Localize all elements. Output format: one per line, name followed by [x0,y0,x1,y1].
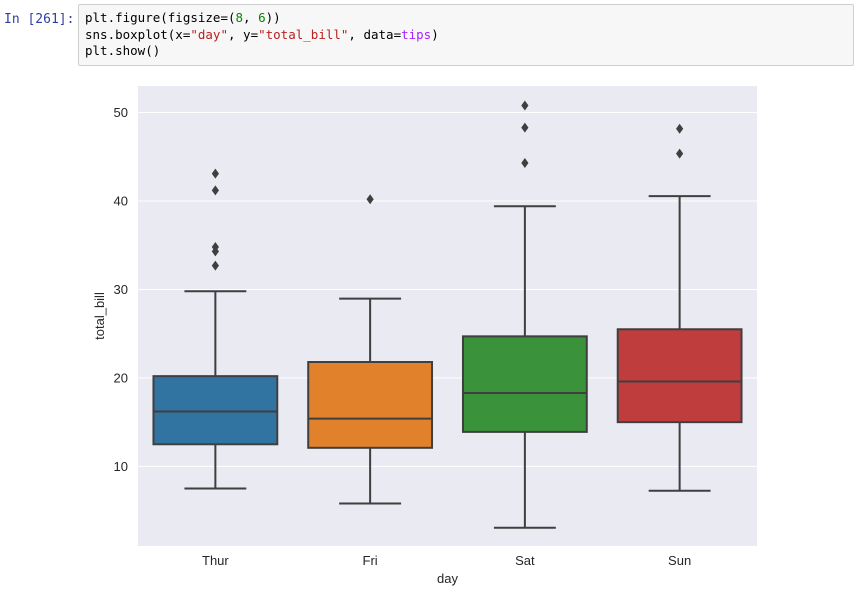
outlier-point [676,148,684,159]
code-line: plt.figure(figsize=(8, 6)) [85,10,281,25]
box-thur [152,168,279,490]
outlier-point [521,100,529,111]
x-tick-label: Sat [515,553,535,568]
box-sun [616,123,743,492]
x-tick-label: Sun [668,553,691,568]
outlier-point [521,157,529,168]
cell-output: 10 20 30 40 50 Thur Fri Sat Sun day total_bill [78,72,863,598]
box-body [461,335,588,433]
plot-area [138,86,757,546]
y-tick-label: 40 [114,194,128,209]
outlier-point [521,122,529,133]
box-body [152,375,279,446]
box-body [307,361,434,449]
x-ticks: Thur Fri Sat Sun [202,553,691,568]
outlier-point [211,242,219,252]
box-fri [307,194,434,505]
cell-prompt: In [261]: [4,12,75,27]
x-tick-label: Fri [363,553,378,568]
outlier-point [211,185,219,196]
y-tick-label: 30 [114,282,128,297]
outlier-point [366,194,374,205]
y-tick-label: 50 [114,105,128,120]
code-line: sns.boxplot(x="day", y="total_bill", dat… [85,26,439,42]
box-sat [461,100,588,529]
x-axis-label: day [437,571,458,586]
y-ticks: 10 20 30 40 50 [114,105,128,474]
outlier-point [211,168,219,179]
boxes [152,100,743,529]
outlier-point [676,123,684,134]
box-body [616,328,743,424]
code-cell[interactable]: plt.figure(figsize=(8, 6)) sns.boxplot(x… [78,4,854,66]
y-axis-label: total_bill [92,292,107,340]
y-tick-label: 20 [114,370,128,385]
code-line: plt.show() [85,43,161,58]
y-tick-label: 10 [114,459,128,474]
outlier-point [211,260,219,271]
x-tick-label: Thur [202,553,229,568]
boxplot-chart: 10 20 30 40 50 Thur Fri Sat Sun day total_bill [92,86,757,586]
